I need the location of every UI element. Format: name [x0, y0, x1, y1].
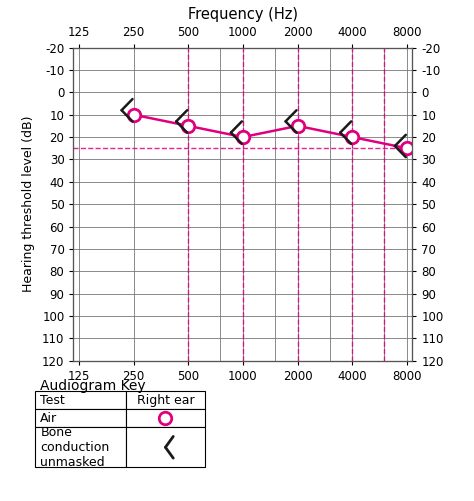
Text: Right ear: Right ear	[137, 394, 194, 407]
Y-axis label: Hearing threshold level (dB): Hearing threshold level (dB)	[22, 116, 35, 293]
Bar	[126, 409, 205, 427]
Bar	[35, 391, 127, 409]
Bar	[126, 427, 205, 467]
Text: Test: Test	[40, 394, 65, 407]
Bar	[35, 409, 127, 427]
Text: Air: Air	[40, 412, 57, 425]
X-axis label: Frequency (Hz): Frequency (Hz)	[188, 7, 298, 22]
Bar	[126, 391, 205, 409]
Bar	[35, 427, 127, 467]
Text: Bone
conduction
unmasked: Bone conduction unmasked	[40, 426, 109, 469]
Text: Audiogram Key: Audiogram Key	[40, 379, 146, 393]
